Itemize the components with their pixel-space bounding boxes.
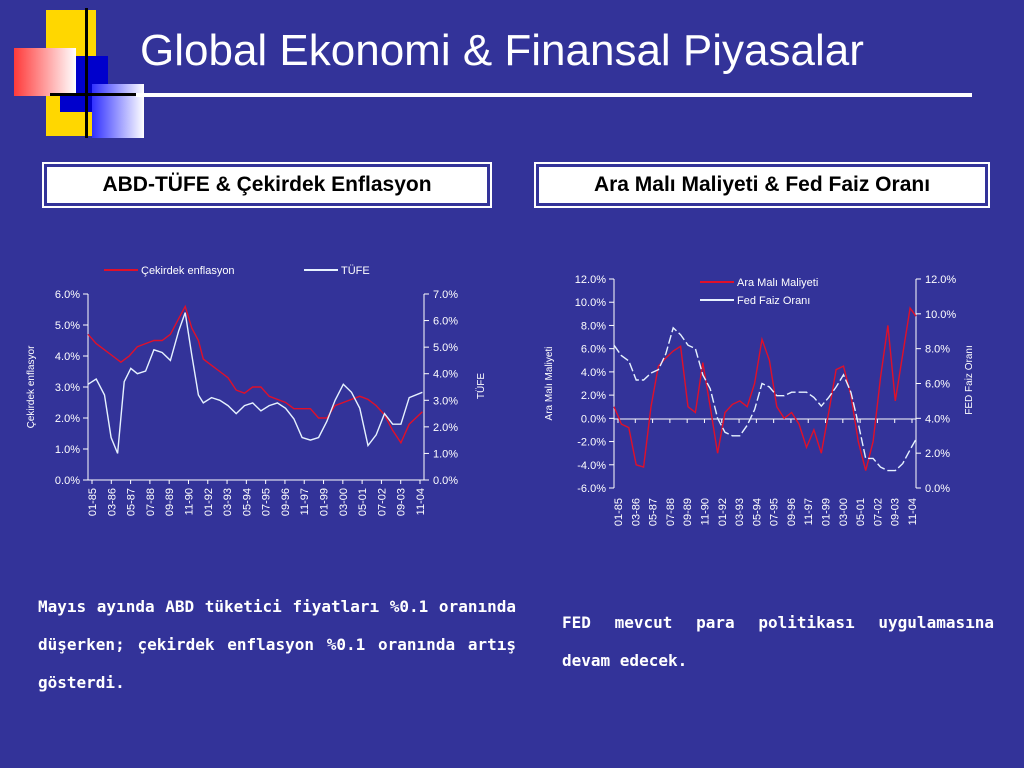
legend-label: Ara Malı Maliyeti [737, 277, 818, 289]
left-tick-label: 6.0% [581, 344, 606, 356]
left-tick-label: -2.0% [577, 437, 606, 449]
x-tick-label: 01-99 [319, 488, 331, 516]
x-tick-label: 09-03 [396, 488, 408, 516]
left-tick-label: 5.0% [55, 320, 80, 332]
cpi-core-inflation-chart: 0.0% 1.0% 2.0% 3.0% 4.0% 5.0% 6.0% 0.0% 1.0% 2.0%… [26, 265, 487, 516]
series-line-primary [87, 304, 423, 445]
x-tick-label: 03-00 [838, 498, 850, 526]
x-tick-label: 09-89 [682, 498, 694, 526]
x-tick-label: 07-95 [261, 488, 273, 516]
x-tick-label: 03-93 [222, 488, 234, 516]
x-tick-label: 11-90 [183, 488, 195, 515]
legend-label: Çekirdek enflasyon [141, 265, 235, 277]
left-tick-label: -4.0% [577, 460, 606, 472]
x-tick-label: 11-04 [907, 498, 919, 525]
right-tick-label: 7.0% [433, 289, 458, 301]
input-cost-fed-rate-chart: -6.0% -4.0% -2.0% 0.0% 2.0% 4.0% 6.0% 8.0% 10.0%… [544, 274, 975, 526]
right-tick-label: 1.0% [433, 448, 458, 460]
x-tick-label: 07-95 [769, 498, 781, 526]
left-axis-title: Ara Malı Maliyeti [544, 347, 555, 421]
right-commentary: FED mevcut para politikası uygulamasına … [562, 613, 994, 670]
x-tick-label: 11-04 [415, 488, 427, 515]
x-tick-label: 11-90 [699, 498, 711, 525]
right-tick-label: 0.0% [433, 475, 458, 487]
right-tick-label: 3.0% [433, 395, 458, 407]
page-title: Global Ekonomi & Finansal Piyasalar [140, 26, 864, 75]
right-tick-label: 6.0% [925, 379, 950, 391]
x-tick-label: 05-94 [751, 498, 763, 526]
x-tick-label: 03-86 [106, 488, 118, 516]
x-tick-label: 05-01 [855, 498, 867, 526]
x-tick-label: 09-89 [164, 488, 176, 516]
x-tick-label: 11-97 [299, 488, 311, 515]
x-tick-label: 09-03 [890, 498, 902, 526]
x-tick-label: 05-87 [126, 488, 138, 516]
right-tick-label: 2.0% [433, 422, 458, 434]
right-tick-label: 10.0% [925, 309, 956, 321]
logo-vertical-line [85, 8, 88, 138]
x-tick-label: 07-02 [376, 488, 388, 516]
logo-horizontal-line [50, 93, 140, 96]
right-axis-title: TÜFE [475, 373, 487, 399]
x-tick-label: 03-93 [734, 498, 746, 526]
left-tick-label: 4.0% [55, 351, 80, 363]
left-tick-label: 1.0% [55, 444, 80, 456]
title-divider [136, 93, 972, 97]
left-tick-label: 3.0% [55, 382, 80, 394]
x-tick-label: 07-02 [872, 498, 884, 526]
left-tick-label: 12.0% [575, 274, 606, 286]
left-tick-label: 2.0% [55, 413, 80, 425]
x-tick-label: 01-99 [821, 498, 833, 526]
left-tick-label: 4.0% [581, 367, 606, 379]
x-tick-label: 03-86 [630, 498, 642, 526]
x-tick-label: 03-00 [338, 488, 350, 516]
left-chart-label: ABD-TÜFE & Çekirdek Enflasyon [42, 162, 492, 208]
x-tick-label: 11-97 [803, 498, 815, 525]
x-tick-label: 05-87 [648, 498, 660, 526]
right-tick-label: 0.0% [925, 483, 950, 495]
left-tick-label: 8.0% [581, 320, 606, 332]
right-tick-label: 5.0% [433, 342, 458, 354]
x-tick-label: 09-96 [280, 488, 292, 516]
x-tick-label: 07-88 [145, 488, 157, 516]
left-tick-label: 10.0% [575, 297, 606, 309]
x-tick-label: 01-92 [203, 488, 215, 516]
right-tick-label: 4.0% [433, 369, 458, 381]
x-tick-label: 07-88 [665, 498, 677, 526]
left-tick-label: 6.0% [55, 289, 80, 301]
right-tick-label: 2.0% [925, 448, 950, 460]
right-tick-label: 4.0% [925, 413, 950, 425]
x-tick-label: 05-94 [241, 488, 253, 516]
x-tick-label: 01-85 [613, 498, 625, 526]
right-axis-title: FED Faiz Oranı [964, 345, 975, 414]
x-tick-label: 05-01 [357, 488, 369, 516]
left-tick-label: 0.0% [581, 413, 606, 425]
left-commentary: Mayıs ayında ABD tüketici fiyatları %0.1… [38, 597, 516, 692]
right-chart-label: Ara Malı Maliyeti & Fed Faiz Oranı [534, 162, 990, 208]
right-tick-label: 12.0% [925, 274, 956, 286]
left-axis-title: Çekirdek enflasyor [26, 345, 37, 428]
legend-label: Fed Faiz Oranı [737, 295, 810, 307]
right-tick-label: 8.0% [925, 344, 950, 356]
left-tick-label: -6.0% [577, 483, 606, 495]
series-line-primary [613, 306, 917, 471]
x-tick-label: 01-85 [87, 488, 99, 516]
logo-red-block [14, 48, 76, 96]
left-tick-label: 2.0% [581, 390, 606, 402]
left-tick-label: 0.0% [55, 475, 80, 487]
right-tick-label: 6.0% [433, 316, 458, 328]
series-line-secondary [87, 312, 423, 454]
legend-label: TÜFE [341, 265, 370, 277]
x-tick-label: 01-92 [717, 498, 729, 526]
x-tick-label: 09-96 [786, 498, 798, 526]
